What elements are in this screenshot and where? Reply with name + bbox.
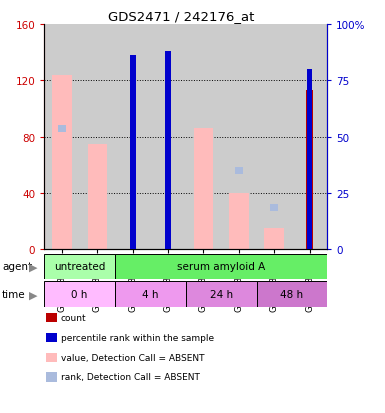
Bar — [292, 25, 327, 250]
Bar — [256, 282, 327, 307]
Text: percentile rank within the sample: percentile rank within the sample — [61, 333, 214, 342]
Bar — [52, 76, 72, 250]
Text: 48 h: 48 h — [280, 290, 303, 299]
Text: 0 h: 0 h — [72, 290, 88, 299]
Text: agent: agent — [2, 262, 32, 272]
Bar — [44, 282, 115, 307]
Text: rank, Detection Call = ABSENT: rank, Detection Call = ABSENT — [61, 373, 200, 382]
Text: 24 h: 24 h — [209, 290, 233, 299]
Bar — [44, 254, 115, 280]
Text: 4 h: 4 h — [142, 290, 159, 299]
Text: untreated: untreated — [54, 262, 105, 272]
Text: GDS2471 / 242176_at: GDS2471 / 242176_at — [108, 10, 254, 23]
Bar — [235, 168, 243, 175]
Bar — [80, 25, 115, 250]
Bar — [88, 145, 107, 250]
Bar — [44, 25, 80, 250]
Text: ▶: ▶ — [29, 262, 37, 272]
Bar — [221, 25, 256, 250]
Bar — [115, 25, 151, 250]
Bar — [130, 56, 136, 250]
Bar — [186, 25, 221, 250]
Bar — [307, 70, 313, 250]
Bar — [165, 52, 171, 250]
Bar — [58, 126, 66, 133]
Bar — [165, 59, 171, 250]
Bar — [306, 91, 313, 250]
Bar — [115, 254, 327, 280]
Bar — [151, 25, 186, 250]
Bar — [270, 204, 278, 211]
Bar — [256, 25, 292, 250]
Text: time: time — [2, 290, 25, 299]
Text: count: count — [61, 313, 87, 322]
Bar — [229, 194, 249, 250]
Text: value, Detection Call = ABSENT: value, Detection Call = ABSENT — [61, 353, 204, 362]
Text: serum amyloid A: serum amyloid A — [177, 262, 265, 272]
Text: ▶: ▶ — [29, 290, 37, 299]
Bar — [264, 229, 284, 250]
Bar — [129, 122, 136, 250]
Bar — [194, 129, 213, 250]
Bar — [115, 282, 186, 307]
Bar — [186, 282, 256, 307]
